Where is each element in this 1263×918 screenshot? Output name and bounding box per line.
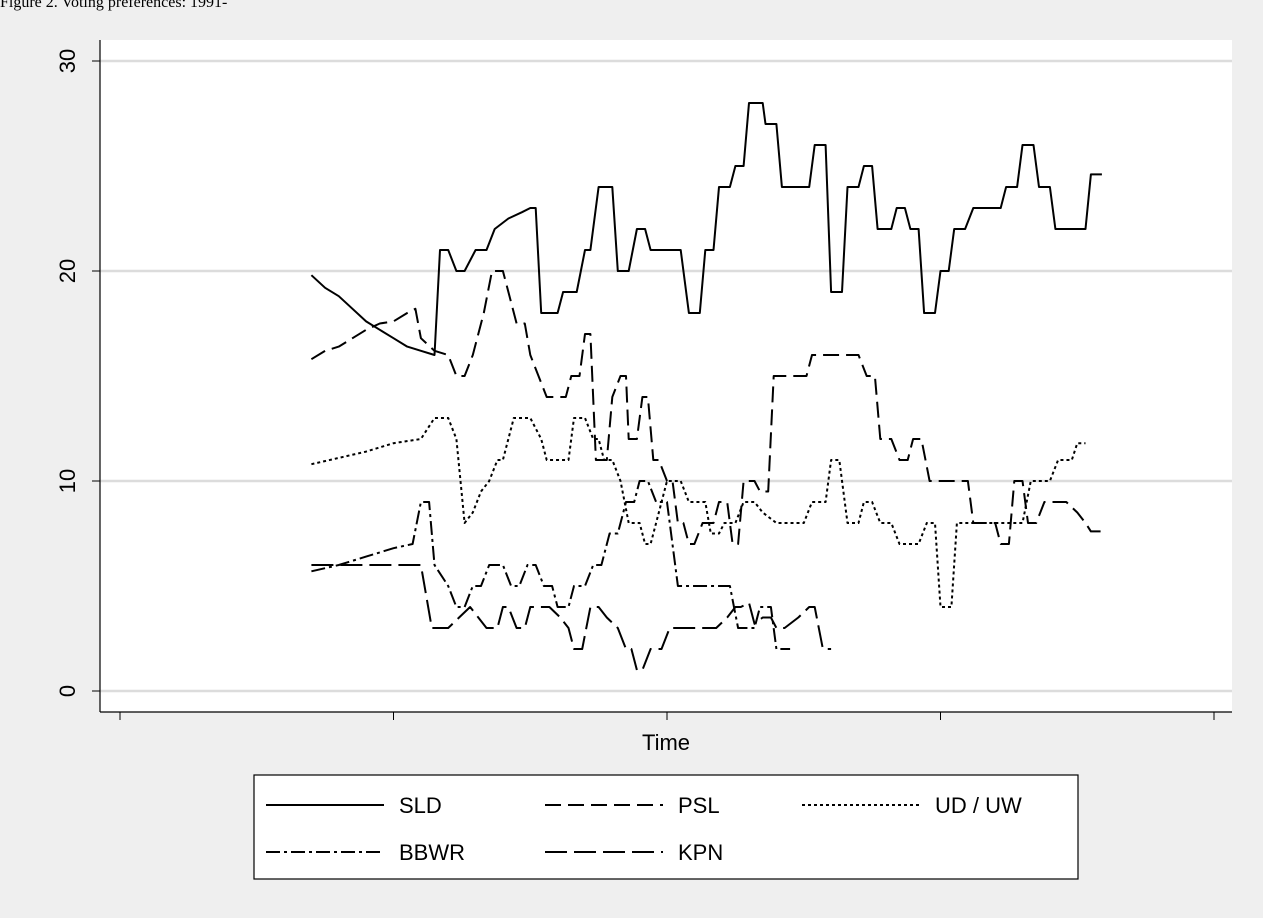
series-line-ud-uw [311, 417, 1086, 608]
legend-label: SLD [399, 793, 442, 818]
x-axis-label: Time [642, 730, 690, 755]
series-line-psl [310, 270, 1102, 545]
legend-label: PSL [678, 793, 720, 818]
legend-box [253, 774, 1079, 880]
legend: SLD PSL UD / UW BBWR KPN [253, 774, 1079, 880]
y-tick-label: 30 [55, 49, 80, 73]
series-line-bbwr [311, 480, 791, 650]
figure-caption: Figure 2. Voting preferences: 1991- [0, 0, 228, 11]
legend-label: BBWR [399, 840, 465, 865]
plot-area [100, 40, 1232, 712]
y-tick-label: 10 [55, 469, 80, 493]
series-layer [310, 102, 1102, 671]
y-tick-label: 0 [55, 685, 80, 697]
legend-label: UD / UW [935, 793, 1022, 818]
series-line-kpn [311, 564, 832, 671]
axes: 0 10 20 30 [55, 40, 1232, 720]
y-tick-label: 20 [55, 259, 80, 283]
legend-label: KPN [678, 840, 723, 865]
gridlines [100, 59, 1232, 693]
series-line-sld [310, 102, 1102, 356]
